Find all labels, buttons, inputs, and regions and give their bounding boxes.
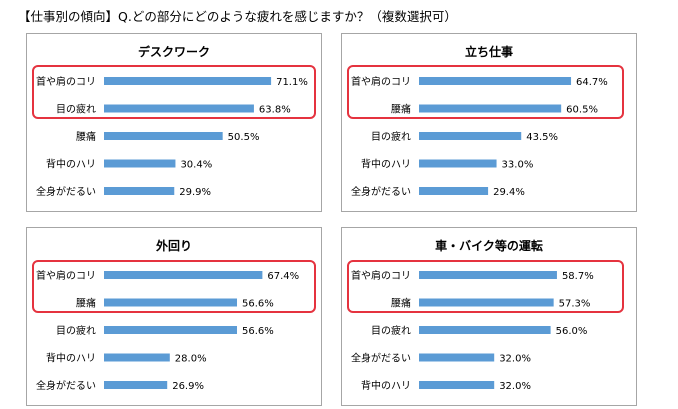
category-label: 全身がだるい [36, 185, 96, 198]
page-title: 【仕事別の傾向】Q.どの部分にどのような疲れを感じますか？（複数選択可） [18, 9, 457, 24]
bar-chart-desk-work: 首や肩のコリ 71.1% 目の疲れ 63.8% 腰痛 50.5% 背中のハリ 30.4% 全身が… [36, 75, 308, 198]
bar [104, 381, 168, 389]
bar [104, 271, 263, 279]
bar [104, 104, 254, 113]
chart-panel-field-work: 外回り 首や肩のコリ 67.4% 腰痛 56.6% 目の疲れ 56.6% 背中のハリ 28.0… [26, 227, 322, 406]
bar [104, 77, 272, 85]
chart-panel-driving: 車・バイク等の運転 首や肩のコリ 58.7% 腰痛 57.3% 目の疲れ 56.0% 全身が… [341, 227, 637, 406]
value-label: 56.0% [556, 326, 588, 337]
category-label: 首や肩のコリ [351, 269, 411, 282]
bar [419, 187, 489, 195]
category-label: 全身がだるい [36, 379, 96, 392]
highlight-box [32, 260, 316, 313]
bar [104, 326, 238, 334]
bar [419, 353, 495, 362]
value-label: 67.4% [267, 271, 299, 282]
category-label: 目の疲れ [56, 324, 96, 337]
highlight-box [347, 65, 624, 119]
category-label: 首や肩のコリ [36, 75, 96, 88]
bar-chart-field-work: 首や肩のコリ 67.4% 腰痛 56.6% 目の疲れ 56.6% 背中のハリ 28.0% 全身が… [36, 269, 299, 392]
category-label: 腰痛 [391, 297, 411, 310]
value-label: 26.9% [172, 381, 204, 392]
category-label: 背中のハリ [46, 158, 96, 171]
bar [419, 326, 551, 334]
category-label: 全身がだるい [351, 352, 411, 365]
chart-title: 外回り [155, 239, 192, 253]
highlight-box [32, 65, 316, 119]
category-label: 腰痛 [76, 130, 96, 143]
chart-title: 車・バイク等の運転 [435, 239, 543, 253]
bar [419, 77, 572, 85]
value-label: 32.0% [499, 381, 531, 392]
category-label: 首や肩のコリ [36, 269, 96, 282]
category-label: 全身がだるい [351, 185, 411, 198]
bar [104, 159, 176, 168]
category-label: 首や肩のコリ [351, 75, 411, 88]
value-label: 56.6% [242, 299, 274, 310]
bar [419, 159, 497, 168]
bar [419, 381, 495, 389]
category-label: 目の疲れ [371, 324, 411, 337]
category-label: 背中のハリ [361, 158, 411, 171]
bar [104, 298, 238, 307]
bar [419, 104, 562, 113]
chart-title: 立ち仕事 [464, 45, 513, 59]
value-label: 43.5% [526, 132, 558, 143]
value-label: 28.0% [175, 354, 207, 365]
highlight-box [347, 260, 624, 313]
value-label: 32.0% [499, 354, 531, 365]
bar [104, 353, 170, 362]
category-label: 目の疲れ [371, 130, 411, 143]
category-label: 腰痛 [391, 103, 411, 116]
chart-panel-desk-work: デスクワーク 首や肩のコリ 71.1% 目の疲れ 63.8% 腰痛 50.5% 背中のハリ 3… [26, 33, 322, 212]
category-label: 目の疲れ [56, 103, 96, 116]
value-label: 60.5% [566, 105, 598, 116]
bar [104, 132, 223, 140]
chart-panel-standing-work: 立ち仕事 首や肩のコリ 64.7% 腰痛 60.5% 目の疲れ 43.5% 背中のハリ 33.… [341, 33, 637, 212]
category-label: 背中のハリ [361, 379, 411, 392]
category-label: 背中のハリ [46, 352, 96, 365]
bar [419, 298, 554, 307]
value-label: 71.1% [276, 77, 308, 88]
chart-title: デスクワーク [137, 45, 210, 59]
value-label: 29.4% [493, 187, 525, 198]
bar [419, 271, 557, 279]
bar-chart-driving: 首や肩のコリ 58.7% 腰痛 57.3% 目の疲れ 56.0% 全身がだるい 32.0% 背中… [351, 269, 594, 392]
value-label: 58.7% [562, 271, 594, 282]
bar-chart-standing-work: 首や肩のコリ 64.7% 腰痛 60.5% 目の疲れ 43.5% 背中のハリ 33.0% 全身が… [351, 75, 608, 198]
value-label: 64.7% [576, 77, 608, 88]
value-label: 56.6% [242, 326, 274, 337]
value-label: 57.3% [559, 299, 591, 310]
value-label: 50.5% [228, 132, 260, 143]
category-label: 腰痛 [76, 297, 96, 310]
bar [419, 132, 522, 140]
value-label: 63.8% [259, 105, 291, 116]
bar [104, 187, 175, 195]
value-label: 30.4% [180, 160, 212, 171]
value-label: 33.0% [502, 160, 534, 171]
value-label: 29.9% [179, 187, 211, 198]
